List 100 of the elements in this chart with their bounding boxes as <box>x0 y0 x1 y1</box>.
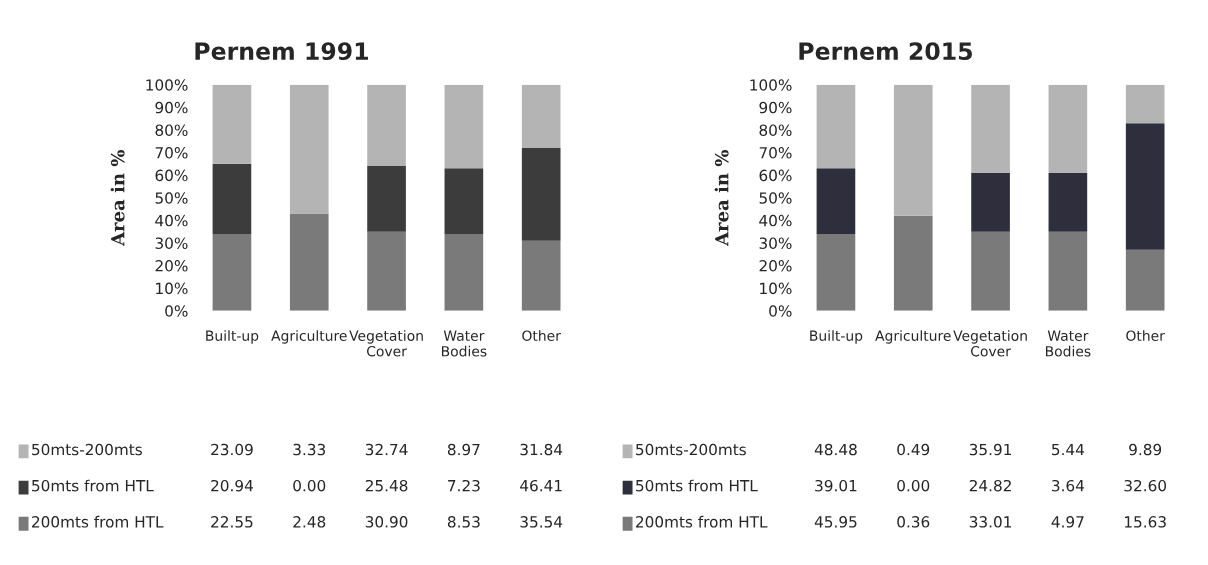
y-tick-label: 10% <box>760 282 792 295</box>
y-tick-label: 0% <box>769 305 792 317</box>
x-tick-label: Other <box>1126 330 1165 341</box>
y-tick-label: 20% <box>155 260 188 272</box>
y-tick-label: 50% <box>155 192 188 204</box>
y-tick-label: 70% <box>155 147 188 159</box>
bar <box>444 168 484 234</box>
y-axis-title: Area in % <box>714 149 729 247</box>
y-tick-label: 100% <box>146 79 188 91</box>
bar <box>521 240 561 311</box>
x-tick-label: Other <box>522 330 561 341</box>
text: 0.36 <box>897 516 930 528</box>
bar <box>816 233 856 311</box>
bar <box>1048 231 1088 311</box>
text: 4.97 <box>1051 516 1084 528</box>
y-tick-label: 0% <box>165 305 188 317</box>
y-axis-title: Area in % <box>110 149 125 247</box>
text: 2.48 <box>293 516 326 528</box>
bar <box>816 168 856 234</box>
x-tick-label: Agriculture <box>875 330 951 344</box>
text: 8.97 <box>447 443 480 456</box>
y-tick-label: 10% <box>156 282 188 295</box>
x-tick-label: Water Bodies <box>1045 330 1091 357</box>
bar <box>1125 84 1165 124</box>
text: 5.44 <box>1052 443 1085 456</box>
x-tick-label: Vegetation Cover <box>953 330 1027 357</box>
y-tick-label: 80% <box>759 124 792 136</box>
legend-label: 50mts from HTL <box>636 479 758 492</box>
text: 32.74 <box>365 443 408 456</box>
chart-title: Pernem 2015 <box>799 42 972 61</box>
text: 30.90 <box>365 516 408 528</box>
text: 24.82 <box>969 479 1011 492</box>
y-tick-label: 40% <box>155 214 188 227</box>
x-tick-label: Vegetation Cover <box>349 330 423 357</box>
bar <box>971 172 1010 232</box>
bar <box>289 84 329 214</box>
bar <box>1048 172 1088 232</box>
y-tick-label: 80% <box>155 124 188 136</box>
bar <box>444 233 484 311</box>
text: 35.54 <box>520 516 563 528</box>
text: 45.95 <box>814 516 857 528</box>
y-tick-label: 90% <box>759 101 792 114</box>
text: 33.01 <box>969 516 1012 528</box>
y-tick-label: 50% <box>759 192 792 204</box>
bar <box>367 84 406 167</box>
bar <box>893 84 933 216</box>
text: 46.41 <box>520 479 562 492</box>
legend-label: 200mts from HTL <box>32 515 164 528</box>
bar <box>971 231 1010 311</box>
text: 39.01 <box>815 479 857 492</box>
text: 22.55 <box>211 516 253 528</box>
chart-title: Pernem 1991 <box>195 42 368 61</box>
x-tick-label: Built-up <box>206 330 259 344</box>
text: 15.63 <box>1124 516 1166 528</box>
y-tick-label: 20% <box>759 260 792 272</box>
text: 0.00 <box>897 479 930 492</box>
bar <box>1048 84 1088 173</box>
text: 7.23 <box>448 479 480 492</box>
legend-label: 50mts from HTL <box>32 479 154 492</box>
text: 9.89 <box>1129 443 1162 456</box>
bar <box>367 166 406 232</box>
text: 8.53 <box>447 516 480 528</box>
text: 0.49 <box>897 443 930 456</box>
bar <box>1125 249 1165 311</box>
text: 20.94 <box>211 479 253 492</box>
y-tick-label: 30% <box>759 237 792 249</box>
text: 3.64 <box>1052 479 1085 492</box>
bar <box>816 84 856 169</box>
x-tick-label: Agriculture <box>271 330 347 344</box>
y-tick-label: 60% <box>155 169 188 182</box>
y-tick-label: 90% <box>155 101 188 114</box>
bar <box>212 233 252 311</box>
y-tick-label: 40% <box>759 214 792 227</box>
bar <box>212 84 252 164</box>
text: 48.48 <box>814 443 857 456</box>
legend-label: 50mts-200mts <box>636 443 746 456</box>
y-tick-label: 70% <box>759 147 792 159</box>
text: 31.84 <box>520 443 563 456</box>
text: 32.60 <box>1124 479 1167 492</box>
y-tick-label: 100% <box>750 79 792 91</box>
text: 35.91 <box>969 443 1012 456</box>
x-tick-label: Water Bodies <box>441 330 487 357</box>
y-tick-label: 30% <box>155 237 188 249</box>
text: 3.33 <box>293 443 326 456</box>
x-tick-label: Built-up <box>810 330 863 344</box>
bar <box>212 163 252 234</box>
bar <box>521 84 561 149</box>
text: 0.00 <box>293 479 326 492</box>
bar <box>521 148 561 241</box>
text: 25.48 <box>365 479 408 492</box>
bar <box>971 84 1010 173</box>
legend-label: 200mts from HTL <box>636 515 768 528</box>
legend-label: 50mts-200mts <box>32 443 142 456</box>
bar <box>444 84 484 169</box>
bar <box>289 213 329 311</box>
bar <box>1125 123 1165 250</box>
bar <box>367 231 406 311</box>
y-tick-label: 60% <box>759 169 792 182</box>
bar <box>893 215 933 311</box>
text: 23.09 <box>211 443 253 456</box>
